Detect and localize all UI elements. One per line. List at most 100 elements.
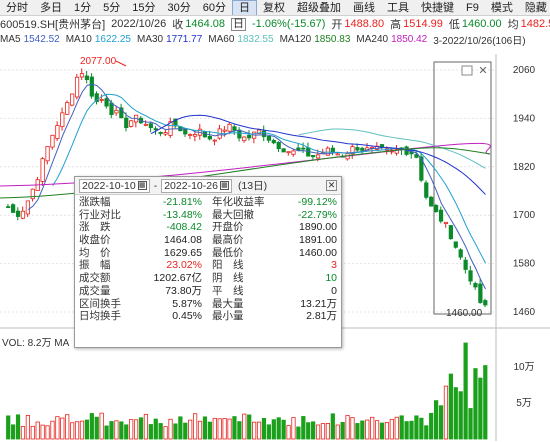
volume-bar [414,415,419,440]
candle-body [483,300,488,306]
candle-body [158,131,163,134]
close-label: 收 [172,19,184,31]
candle-body [419,156,424,181]
stats-key: 成交量 [79,284,111,297]
volume-tick-label: 10万 [513,362,534,373]
ma-label-5: MA240 [356,33,389,45]
candle-body [453,241,458,248]
candle-body [114,109,119,114]
volume-bar [311,421,316,440]
candle-body [30,188,35,200]
candle-body [448,225,453,240]
volume-bar [232,416,237,440]
stats-cell: 阳 线 3 [208,259,337,272]
date-to-input[interactable]: 2022-10-26 ▦ [161,178,232,193]
stats-key: 成交额 [79,272,111,285]
interval-stats-table: 涨跌幅 -21.81% 年化收益率 -99.12% 行业对比 -13.48% 最大回撤 -22… [75,195,341,323]
stock-code: 600519.SH[贵州茅台] [0,19,106,31]
candle-body [65,102,70,115]
calendar-icon[interactable]: ▦ [137,181,147,190]
volume-bar [84,419,90,440]
candle-body [212,139,217,142]
stats-row: 涨 跌 -408.42 开盘价 1890.00 [75,221,341,234]
toolbar-item-5[interactable]: 30分 [167,1,191,14]
ma-label-1: MA10 [65,33,92,45]
candle-body [394,149,399,154]
interval-days: (13日) [237,180,268,192]
toolbar-item-13[interactable]: F9 [466,1,479,14]
toolbar-item-8[interactable]: 复权 [263,1,285,14]
volume-bar [448,373,453,440]
date-from-input[interactable]: 2022-10-10 ▦ [79,178,150,193]
toolbar-item-6[interactable]: 60分 [202,1,226,14]
volume-bar [6,415,11,440]
volume-bar [404,421,409,440]
toolbar-item-10[interactable]: 画线 [353,1,375,14]
volume-bar [94,416,99,440]
toolbar-item-15[interactable]: 隐藏 [524,1,547,14]
stats-value: 23.02% [166,259,202,272]
price-tick-label: 1580 [513,259,536,270]
volume-bar [158,423,163,440]
high-marker-pointer [115,60,127,67]
candle-body [94,93,99,103]
ma-label-2: MA30 [137,33,164,45]
candle-body [291,150,296,155]
toolbar-item-2[interactable]: 1分 [74,1,92,14]
volume-bar [70,422,75,440]
volume-bar [217,418,222,440]
toolbar-item-12[interactable]: 快捷键 [421,1,454,14]
stats-key: 最大量 [212,297,244,310]
volume-bar [99,412,104,440]
volume-bar [458,391,463,440]
stats-cell: 成交量 73.80万 [79,285,208,298]
volume-bar [266,424,271,440]
candle-body [84,75,90,81]
toolbar-item-9[interactable]: 超级叠加 [297,1,341,14]
volume-bar [247,414,252,440]
toolbar-item-0[interactable]: 分时 [6,1,28,14]
stats-key: 最大回撤 [212,208,254,221]
candle-body [355,147,360,151]
high-price-marker: 2077.00 [80,56,117,67]
volume-bar [104,425,109,440]
ma-value-2: 1771.77 [166,33,203,45]
toolbar-item-3[interactable]: 5分 [103,1,121,14]
stats-key: 日均换手 [79,310,121,323]
volume-bar [320,423,326,440]
ma-value-3: 1832.55 [237,33,274,45]
toolbar-item-7[interactable]: 日 [232,0,257,15]
stats-value: -22.79% [297,208,337,221]
toolbar-item-1[interactable]: 多日 [40,1,62,14]
candle-body [143,123,149,126]
candle-body [45,146,50,162]
calendar-icon[interactable]: ▦ [219,181,229,190]
price-tick-label: 1700 [513,210,536,221]
volume-bar [15,414,21,440]
volume-bar [20,426,26,440]
stats-cell: 均 价 1629.65 [79,247,208,260]
volume-bar [374,420,380,440]
stats-key: 开盘价 [212,221,244,234]
toolbar-item-11[interactable]: 工具 [387,1,409,14]
toolbar-item-14[interactable]: 模式 [490,1,513,14]
volume-bar [50,420,55,440]
candle-body [286,151,291,154]
candle-body [443,221,449,224]
stats-value: 1891.00 [299,234,337,247]
toolbar-item-4[interactable]: 15分 [132,1,156,14]
volume-bar [399,415,404,440]
candle-body [50,134,55,148]
volume-bar [350,417,355,440]
volume-bar [207,421,212,440]
candle-body [11,204,16,213]
stats-key: 振 幅 [79,259,111,272]
stats-cell: 成交额 1202.67亿 [79,272,208,285]
ma-line [52,93,486,264]
close-icon[interactable]: ✕ [326,180,337,191]
stats-key: 行业对比 [79,208,121,221]
volume-bar [389,418,394,440]
stats-row: 成交额 1202.67亿阴 线 10 [75,272,341,285]
candle-body [232,126,237,131]
stats-row: 收盘价 1464.08 最高价 1891.00 [75,234,341,247]
